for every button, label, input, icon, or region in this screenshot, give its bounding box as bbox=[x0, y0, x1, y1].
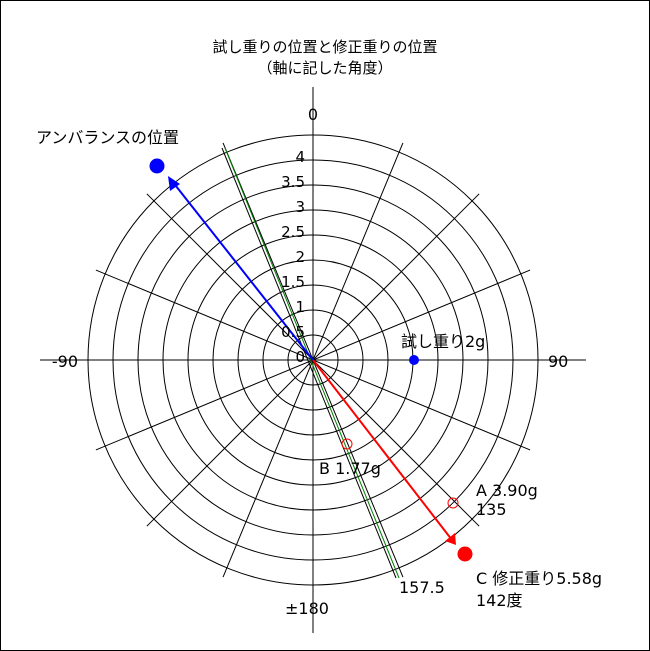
radial-tick-labels: 4 3.5 3 2.5 2 1.5 1 0.5 0 bbox=[281, 148, 305, 366]
axis-label-left: -90 bbox=[52, 352, 78, 371]
point-c-angle: 142度 bbox=[476, 591, 523, 610]
radial-tick-label: 2.5 bbox=[281, 223, 305, 241]
radial-tick-label: 4 bbox=[295, 148, 305, 166]
radial-tick-label: 0.5 bbox=[281, 323, 305, 341]
radial-tick-label: 0 bbox=[295, 348, 305, 366]
radial-tick-label: 1.5 bbox=[281, 273, 305, 291]
axis-label-right: 90 bbox=[548, 352, 568, 371]
unbalance-label: アンバランスの位置 bbox=[36, 128, 179, 147]
unbalance-arrow bbox=[168, 176, 314, 361]
radial-tick-label: 2 bbox=[295, 248, 305, 266]
unbalance-point bbox=[149, 158, 165, 174]
diagram-subtitle: （軸に記した角度） bbox=[257, 59, 393, 77]
point-a-label: A 3.90g bbox=[476, 481, 538, 500]
trial-weight-label: 試し重り2g bbox=[401, 332, 485, 351]
axis-label-top: 0 bbox=[308, 105, 318, 124]
line-157-label: 157.5 bbox=[399, 578, 445, 597]
radial-tick-label: 1 bbox=[295, 298, 305, 316]
diagram-title: 試し重りの位置と修正重りの位置 bbox=[212, 38, 438, 56]
point-a bbox=[447, 497, 459, 509]
point-c bbox=[457, 546, 473, 562]
axis-label-bottom: ±180 bbox=[285, 599, 329, 618]
line-157-5 bbox=[221, 147, 400, 579]
point-b bbox=[341, 438, 353, 450]
point-a-angle: 135 bbox=[476, 500, 507, 519]
point-b-label: B 1.77g bbox=[319, 459, 381, 478]
radial-tick-label: 3.5 bbox=[281, 173, 305, 191]
correction-arrow bbox=[312, 359, 456, 545]
radial-tick-label: 3 bbox=[295, 198, 305, 216]
point-c-label: C 修正重り5.58g bbox=[476, 569, 602, 588]
trial-weight-point bbox=[409, 355, 419, 365]
